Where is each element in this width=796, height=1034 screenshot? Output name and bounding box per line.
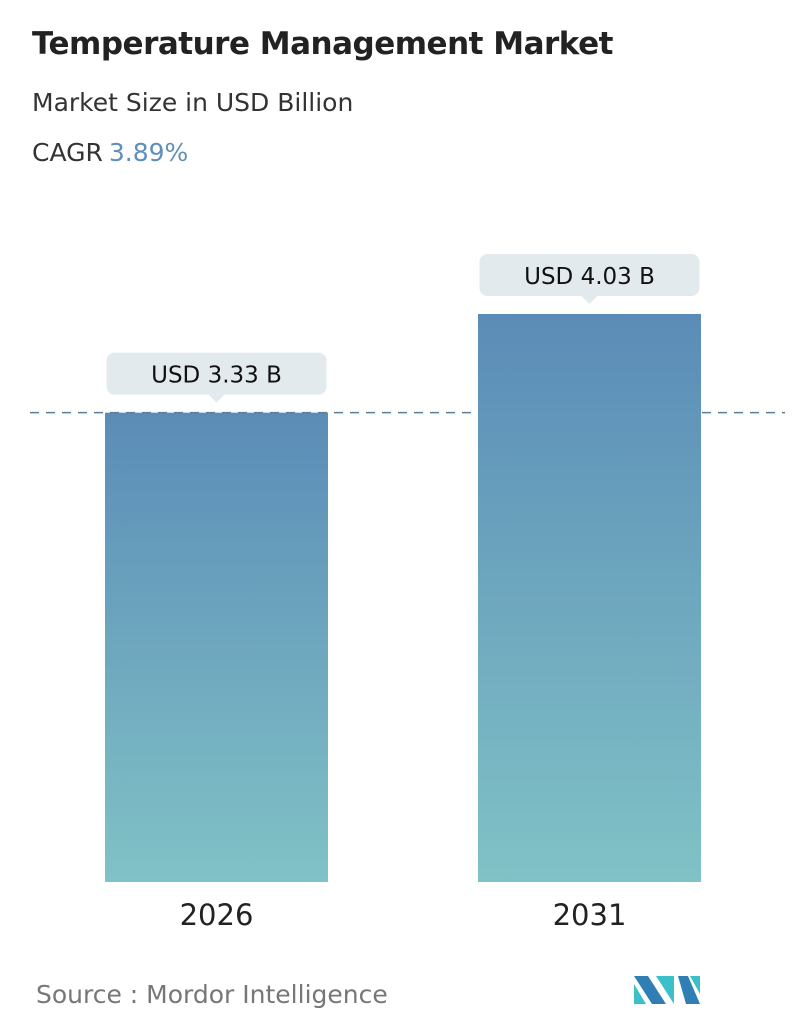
data-label-box [479,254,700,296]
data-label: USD 4.03 B [524,264,655,290]
bar-chart: USD 3.33 B 2026 USD 4.03 B 2031 [30,254,785,932]
cagr-label: CAGR [32,138,103,167]
mordor-logo [634,976,700,1004]
bar-2031-overlay [478,314,701,882]
data-label: USD 3.33 B [151,363,282,389]
x-tick-label: 2026 [180,898,254,932]
cagr: CAGR 3.89% [32,138,188,167]
data-label-pointer [581,296,598,304]
chart-title: Temperature Management Market [32,26,613,62]
source-text: Source : Mordor Intelligence [36,980,388,1009]
bar-2026 [105,412,328,882]
chart-subtitle: Market Size in USD Billion [32,88,354,117]
data-label-pointer [208,394,225,403]
cagr-value: 3.89% [108,138,189,167]
x-tick-label: 2031 [553,898,627,932]
data-label-box [106,352,327,395]
